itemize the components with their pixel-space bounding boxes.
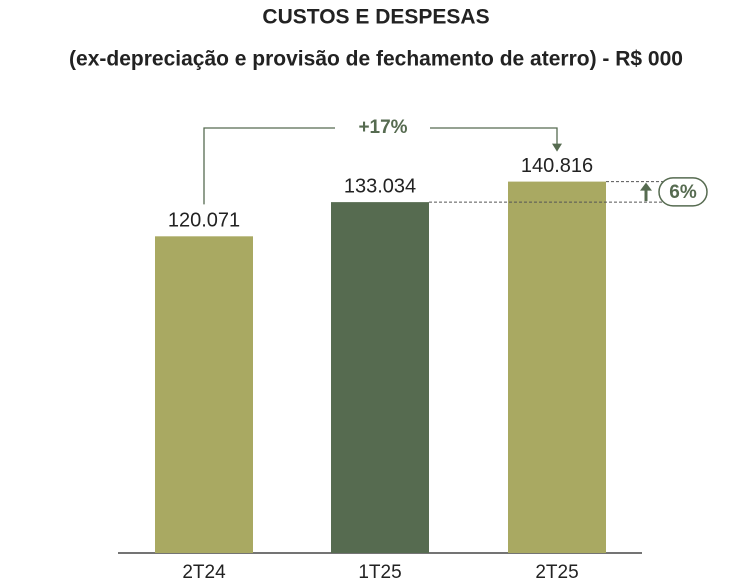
chart-subtitle: (ex-depreciação e provisão de fechamento… (69, 48, 683, 71)
annotation-badge (658, 177, 708, 207)
value-label: 140.816 (521, 155, 593, 177)
value-label: 133.034 (344, 175, 416, 197)
x-tick-label: 1T25 (358, 562, 401, 583)
annotation: +17% (358, 117, 407, 138)
arrowhead (552, 143, 562, 152)
x-tick-label: 2T25 (535, 562, 578, 583)
x-tick-label: 2T24 (182, 562, 226, 583)
value-label: 120.071 (168, 210, 240, 232)
arrowhead (640, 182, 652, 191)
chart-title: CUSTOS E DESPESAS (262, 6, 489, 29)
bar (155, 236, 253, 553)
bracket (203, 127, 558, 205)
bar (331, 202, 429, 554)
annotation: 6% (669, 182, 697, 203)
bar (508, 181, 606, 554)
